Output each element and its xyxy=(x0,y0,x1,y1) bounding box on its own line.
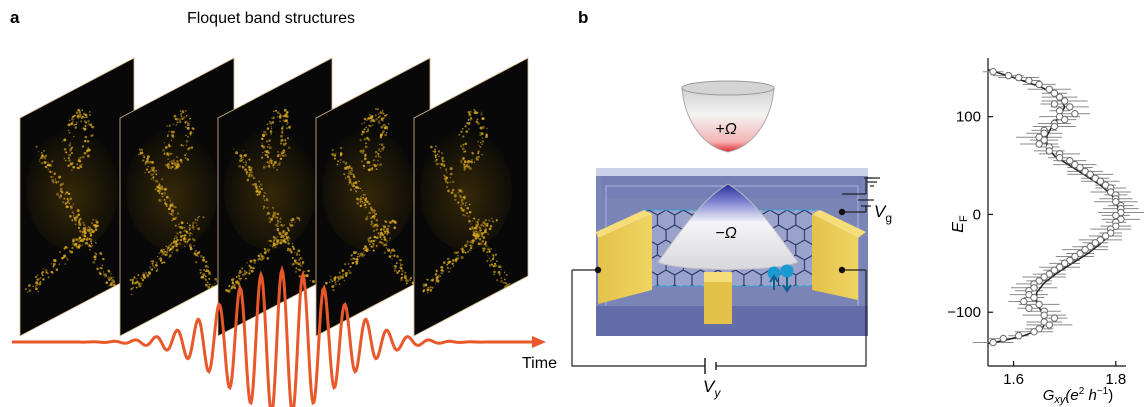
chart-data-point xyxy=(1035,80,1043,89)
left-contact-top xyxy=(596,210,652,238)
chart-y-tick-label: −100 xyxy=(947,304,981,321)
spectrum-panel-1 xyxy=(19,57,135,337)
chart-data-point xyxy=(999,334,1007,343)
gate-contact-lower xyxy=(704,278,732,324)
device-schematic xyxy=(596,168,868,336)
chart-data-point xyxy=(1025,304,1033,312)
spectrum-panel-2 xyxy=(119,57,235,337)
chart-data-point xyxy=(1091,239,1100,247)
chart-data-point xyxy=(1061,259,1069,267)
chart-data-point xyxy=(1050,266,1059,274)
upper-cone-label: +Ω xyxy=(715,121,737,138)
upper-cone-rim xyxy=(681,80,775,96)
gate-battery xyxy=(858,199,874,213)
spin-electron-1 xyxy=(767,266,781,280)
spectrum-panel-4 xyxy=(315,57,431,337)
chart-data-point xyxy=(1076,163,1084,172)
gate-lead-dot xyxy=(838,208,846,216)
chart-ylabel-sub: F xyxy=(958,215,970,222)
time-arrow-head xyxy=(532,336,546,348)
chart-data-point xyxy=(1015,73,1023,82)
chart-data-point xyxy=(1071,252,1079,261)
panel-a-title: Floquet band structures xyxy=(187,10,355,27)
chart-data-point xyxy=(1055,93,1064,101)
chart-ylabel: EF xyxy=(950,215,970,233)
chart-data-point xyxy=(1004,71,1013,80)
chart-xlabel-sup2: −1 xyxy=(1097,386,1109,397)
chart-data-point xyxy=(1050,122,1059,131)
chart-data-point xyxy=(1050,100,1059,108)
chart-data-point xyxy=(989,338,997,347)
panel-letter-a: a xyxy=(10,8,20,27)
bias-battery xyxy=(704,358,717,374)
substrate-top-edge xyxy=(596,168,868,176)
floquet-spectra-stack xyxy=(19,57,529,337)
gate-contact-upper xyxy=(704,272,732,282)
chart-data-point xyxy=(1030,328,1038,336)
left-lead-dot xyxy=(594,266,602,274)
chart-xlabel: Gxy(e2 h−1) xyxy=(1043,386,1114,406)
chart-data-point xyxy=(1030,293,1038,302)
spin-up-arrow xyxy=(769,274,779,290)
chart-data-point xyxy=(1086,170,1094,179)
spin-down-arrow xyxy=(782,277,792,293)
spectrum-panel-3 xyxy=(217,57,333,337)
right-lead-dot xyxy=(838,266,846,274)
chart-data-point xyxy=(1025,76,1033,85)
chart-data-point xyxy=(1066,103,1074,111)
chart-y-tick-label: 0 xyxy=(973,206,981,223)
spectrum-panel-5 xyxy=(413,57,529,337)
chart-data-point xyxy=(1055,154,1064,162)
chart-xlabel-sub: xy xyxy=(1053,394,1067,406)
chart-data-point xyxy=(1035,300,1043,309)
light-pulse-waveform xyxy=(12,264,540,407)
bias-voltage-label: Vy xyxy=(703,377,721,400)
chart-data-point xyxy=(1035,140,1043,148)
chart-data-point xyxy=(1040,136,1048,144)
chart-data-point xyxy=(1112,211,1120,220)
chart-data-point xyxy=(1112,198,1120,206)
lower-cone-label: −Ω xyxy=(715,225,737,242)
chart-x-tick-label: 1.6 xyxy=(1003,371,1024,388)
panel-letter-b: b xyxy=(578,8,588,27)
chart-data-point xyxy=(1020,297,1028,306)
chart-data-point xyxy=(989,68,997,76)
right-contact xyxy=(812,214,858,300)
chart-y-tick-label: 100 xyxy=(956,109,981,126)
lower-cone-dome xyxy=(657,183,799,270)
chart-data-point xyxy=(1071,110,1079,118)
chart-data-point xyxy=(1101,232,1110,240)
chart-data-point xyxy=(1061,97,1069,105)
chart-data-point xyxy=(1061,115,1069,124)
chart-data-point xyxy=(1050,89,1059,97)
chart-xlabel-sup1: 2 xyxy=(1079,386,1085,397)
chart-data-point xyxy=(1081,245,1089,254)
chart-data-point xyxy=(1045,147,1054,155)
gate-voltage-sub: g xyxy=(885,211,892,225)
time-label: Time xyxy=(522,355,557,372)
gate-voltage-label: Vg xyxy=(874,202,892,225)
chart-data-point xyxy=(1066,157,1074,165)
right-contact-top xyxy=(812,210,866,238)
conductance-chart: −100 0 100 1.6 1.8 xyxy=(947,58,1144,388)
bias-voltage-sub: y xyxy=(713,386,721,400)
chart-data-point xyxy=(1015,332,1023,340)
chart-data-point xyxy=(1045,85,1054,94)
chart-data-point xyxy=(1040,273,1048,281)
ground-symbol xyxy=(864,177,880,187)
chart-data-point xyxy=(1050,314,1059,322)
chart-data-point xyxy=(1045,321,1054,329)
spin-electron-2 xyxy=(780,264,794,278)
left-contact xyxy=(598,214,652,304)
chart-data-point xyxy=(1096,177,1105,185)
chart-x-tick-label: 1.8 xyxy=(1105,371,1126,388)
chart-data-point xyxy=(1040,311,1048,319)
